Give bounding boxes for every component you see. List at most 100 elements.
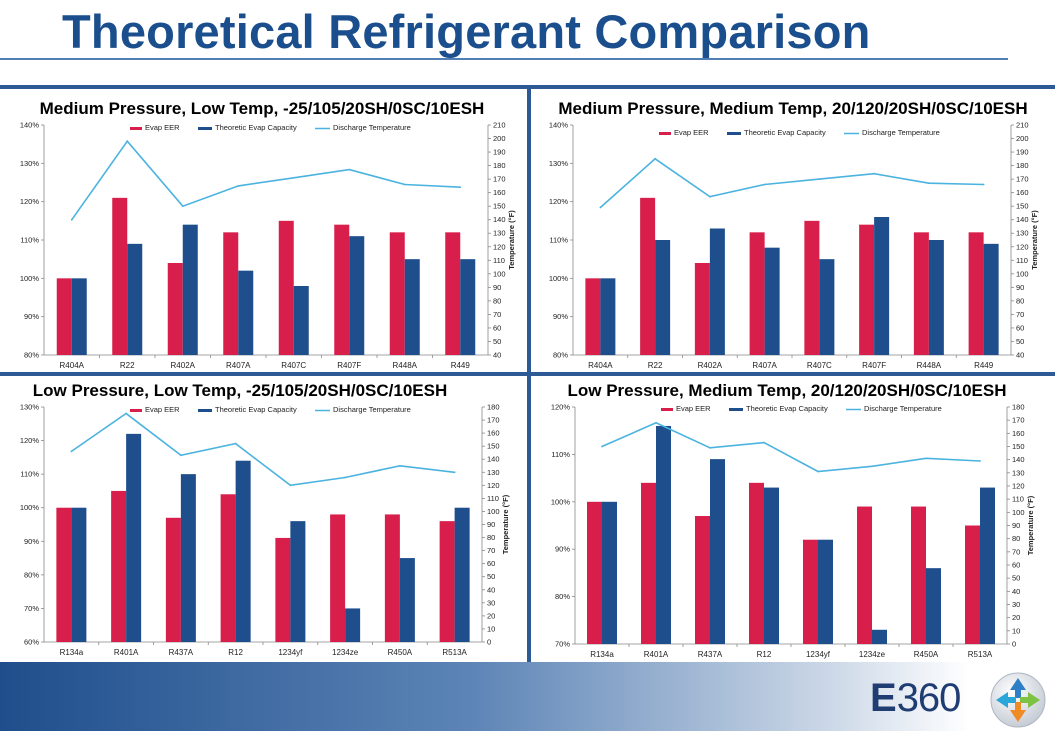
chart-title: Low Pressure, Medium Temp, 20/120/20SH/0… bbox=[567, 381, 1006, 400]
x-tick-label: R402A bbox=[171, 361, 196, 370]
y2-tick-label: 100 bbox=[487, 507, 500, 516]
bar-evap-eer-R449 bbox=[445, 232, 461, 355]
y2-tick-label: 140 bbox=[493, 215, 506, 224]
x-tick-label: R12 bbox=[757, 650, 772, 659]
legend-swatch-capacity bbox=[729, 408, 743, 411]
y2-tick-label: 40 bbox=[1012, 587, 1020, 596]
legend-label-evap-eer: Evap EER bbox=[145, 123, 180, 132]
title-rule bbox=[0, 58, 1008, 60]
point-discharge-R134a bbox=[70, 450, 73, 453]
y2-tick-label: 160 bbox=[1016, 188, 1029, 197]
x-tick-label: R407A bbox=[752, 361, 777, 370]
chart-panel-mp-medtemp: Medium Pressure, Medium Temp, 20/120/20S… bbox=[531, 89, 1055, 372]
bar-evap-eer-R12 bbox=[220, 494, 236, 642]
y2-tick-label: 180 bbox=[487, 403, 500, 412]
y-tick-label: 120% bbox=[20, 197, 40, 206]
chart-svg: Low Pressure, Low Temp, -25/105/20SH/0SC… bbox=[20, 381, 510, 657]
point-discharge-R513A bbox=[453, 471, 456, 474]
bar-evap-eer-R22 bbox=[112, 197, 128, 355]
legend-label-evap-eer: Evap EER bbox=[145, 405, 180, 414]
bar-evap-eer-1234yf bbox=[275, 537, 291, 642]
y2-tick-label: 100 bbox=[1012, 508, 1025, 517]
chart-title: Medium Pressure, Low Temp, -25/105/20SH/… bbox=[40, 99, 485, 118]
bar-evap-eer-R407A bbox=[223, 232, 239, 355]
y2-axis-label: Temperature (°F) bbox=[501, 494, 510, 554]
logo-e: E bbox=[870, 676, 897, 720]
bar-capacity-R450A bbox=[926, 568, 941, 644]
bar-evap-eer-R402A bbox=[167, 263, 183, 355]
chart-svg: Medium Pressure, Low Temp, -25/105/20SH/… bbox=[20, 99, 516, 370]
bar-capacity-R407C bbox=[819, 259, 835, 355]
y-tick-label: 80% bbox=[553, 351, 568, 360]
bar-capacity-R404A bbox=[71, 278, 87, 355]
legend-label-capacity: Theoretic Evap Capacity bbox=[215, 123, 297, 132]
x-tick-label: R407A bbox=[226, 361, 251, 370]
x-tick-label: R448A bbox=[917, 361, 942, 370]
bar-capacity-R449 bbox=[460, 259, 476, 355]
globe-arrows-icon bbox=[990, 672, 1046, 728]
legend-swatch-evap-eer bbox=[130, 409, 142, 412]
y-tick-label: 80% bbox=[24, 570, 39, 579]
chart-legend: Evap EER Theoretic Evap Capacity Discharge… bbox=[130, 405, 411, 414]
e360-logo: E360 bbox=[870, 672, 1050, 728]
y2-tick-label: 110 bbox=[1016, 256, 1028, 265]
y2-tick-label: 30 bbox=[1012, 600, 1020, 609]
y-tick-label: 100% bbox=[20, 503, 40, 512]
y-tick-label: 90% bbox=[555, 545, 570, 554]
y-tick-label: 90% bbox=[24, 312, 39, 321]
y2-tick-label: 150 bbox=[493, 202, 506, 211]
bar-evap-eer-R448A bbox=[389, 232, 405, 355]
y2-tick-label: 140 bbox=[487, 455, 500, 464]
point-discharge-R449 bbox=[982, 183, 985, 186]
y2-tick-label: 180 bbox=[493, 161, 506, 170]
bar-evap-eer-R450A bbox=[384, 514, 400, 642]
point-discharge-R407A bbox=[763, 183, 766, 186]
y-tick-label: 120% bbox=[551, 403, 571, 412]
bar-capacity-R448A bbox=[928, 240, 944, 355]
y2-tick-label: 40 bbox=[1016, 351, 1024, 360]
y2-tick-label: 130 bbox=[487, 468, 500, 477]
point-discharge-1234ze bbox=[344, 476, 347, 479]
x-tick-label: R448A bbox=[393, 361, 418, 370]
point-discharge-R437A bbox=[709, 446, 711, 449]
y2-tick-label: 0 bbox=[1012, 640, 1016, 649]
bar-capacity-R407C bbox=[293, 286, 309, 355]
point-discharge-R404A bbox=[599, 206, 602, 209]
x-tick-label: 1234ze bbox=[859, 650, 886, 659]
y2-tick-label: 50 bbox=[1016, 337, 1024, 346]
x-tick-label: R407F bbox=[862, 361, 886, 370]
bar-capacity-R22 bbox=[127, 243, 143, 355]
bar-evap-eer-R404A bbox=[56, 278, 72, 355]
point-discharge-R401A bbox=[125, 412, 128, 415]
y2-tick-label: 70 bbox=[493, 310, 501, 319]
y2-tick-label: 170 bbox=[1016, 175, 1029, 184]
y2-tick-label: 170 bbox=[1012, 416, 1025, 425]
bar-evap-eer-R22 bbox=[640, 197, 656, 355]
y2-tick-label: 50 bbox=[487, 572, 495, 581]
y2-tick-label: 200 bbox=[1016, 134, 1029, 143]
bar-capacity-1234yf bbox=[818, 539, 833, 644]
bar-evap-eer-R407A bbox=[749, 232, 765, 355]
y2-tick-label: 50 bbox=[493, 337, 501, 346]
point-discharge-R448A bbox=[927, 182, 930, 185]
bar-capacity-R404A bbox=[600, 278, 616, 355]
point-discharge-R513A bbox=[979, 460, 981, 462]
x-tick-label: R437A bbox=[169, 648, 194, 657]
y2-tick-label: 170 bbox=[487, 416, 500, 425]
point-discharge-R450A bbox=[398, 464, 401, 467]
bar-evap-eer-R12 bbox=[749, 482, 764, 644]
bar-capacity-R401A bbox=[126, 433, 142, 642]
x-tick-label: R134a bbox=[60, 648, 84, 657]
bar-capacity-1234ze bbox=[345, 608, 361, 642]
y2-tick-label: 50 bbox=[1012, 574, 1020, 583]
x-tick-label: R407F bbox=[337, 361, 361, 370]
legend-swatch-capacity bbox=[727, 132, 741, 135]
point-discharge-R404A bbox=[70, 218, 73, 221]
y-tick-label: 120% bbox=[20, 436, 40, 445]
y-tick-label: 80% bbox=[555, 592, 570, 601]
bar-evap-eer-R407F bbox=[859, 224, 875, 355]
point-discharge-R407F bbox=[348, 168, 351, 171]
x-tick-label: R404A bbox=[588, 361, 613, 370]
legend-label-capacity: Theoretic Evap Capacity bbox=[744, 128, 826, 137]
point-discharge-R12 bbox=[234, 442, 237, 445]
